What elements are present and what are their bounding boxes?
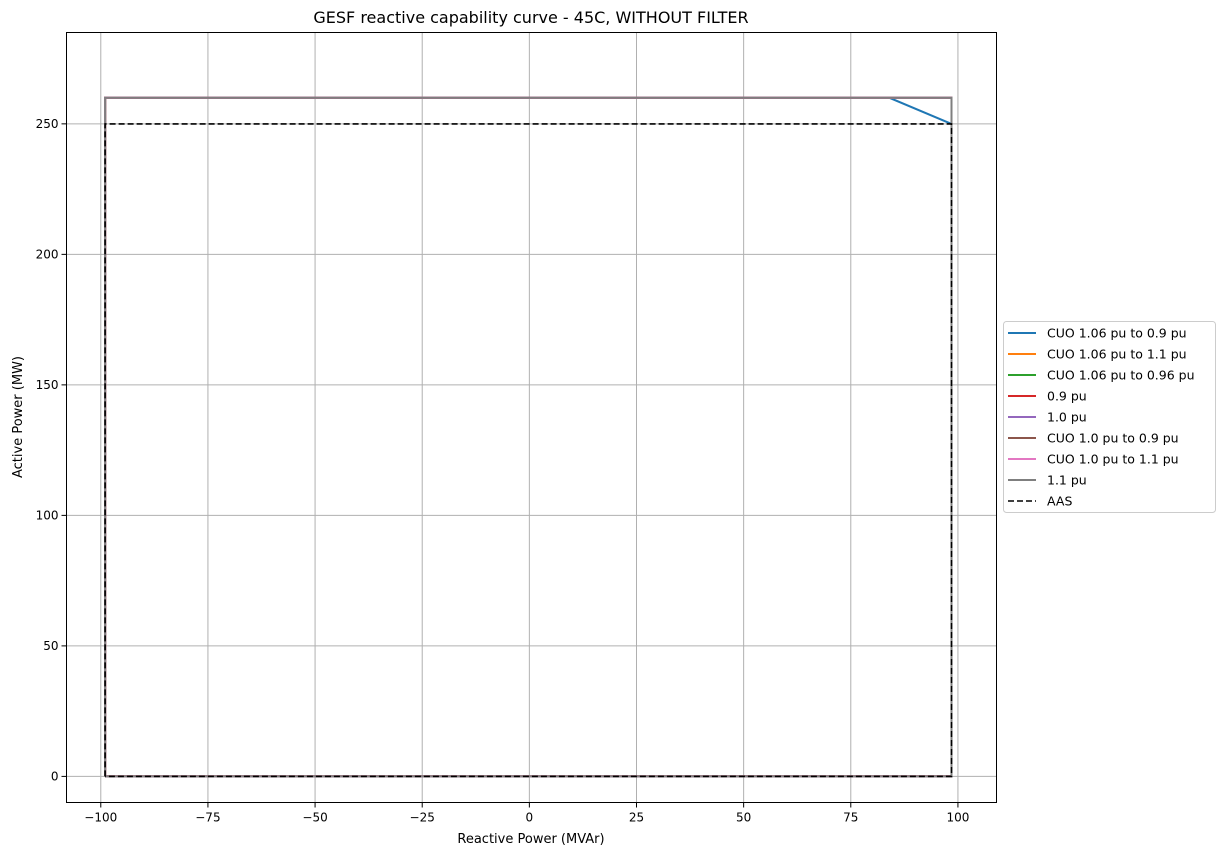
- x-tick-label: 0: [526, 811, 534, 825]
- y-tick-label: 150: [36, 378, 59, 392]
- y-tick-label: 250: [36, 117, 59, 131]
- legend-box: [1003, 321, 1216, 513]
- legend: CUO 1.06 pu to 0.9 pu CUO 1.06 pu to 1.1 …: [1003, 321, 1216, 513]
- x-tick-label: −50: [302, 811, 327, 825]
- x-tick-label: 50: [736, 811, 751, 825]
- chart-title: GESF reactive capability curve - 45C, WI…: [313, 8, 748, 27]
- legend-label: 1.0 pu: [1047, 410, 1087, 425]
- legend-label: CUO 1.06 pu to 1.1 pu: [1047, 347, 1187, 362]
- y-tick-label: 100: [36, 508, 59, 522]
- x-axis-label: Reactive Power (MVAr): [457, 832, 604, 847]
- y-axis-ticks: 0 50 100 150 200 250: [36, 117, 67, 783]
- legend-label: 1.1 pu: [1047, 473, 1087, 488]
- y-tick-label: 50: [43, 639, 58, 653]
- legend-label: CUO 1.06 pu to 0.9 pu: [1047, 326, 1187, 341]
- y-tick-label: 0: [51, 769, 59, 783]
- legend-entries: CUO 1.06 pu to 0.9 pu CUO 1.06 pu to 1.1 …: [1008, 326, 1195, 509]
- x-tick-label: 25: [629, 811, 644, 825]
- legend-label: AAS: [1047, 494, 1072, 509]
- x-tick-label: 100: [946, 811, 969, 825]
- plot-lines: [104, 96, 953, 778]
- y-tick-label: 200: [36, 247, 59, 261]
- x-axis-ticks: −100 −75 −50 −25 0 25 50 75 100: [84, 802, 969, 825]
- x-tick-label: 75: [843, 811, 858, 825]
- series-line: [104, 123, 953, 778]
- legend-label: CUO 1.06 pu to 0.96 pu: [1047, 368, 1195, 383]
- legend-label: CUO 1.0 pu to 0.9 pu: [1047, 431, 1179, 446]
- x-tick-label: −100: [84, 811, 117, 825]
- axes-frame: [66, 32, 997, 803]
- y-axis-label: Active Power (MW): [11, 356, 26, 478]
- x-tick-label: −75: [195, 811, 220, 825]
- x-tick-label: −25: [410, 811, 435, 825]
- legend-label: 0.9 pu: [1047, 389, 1087, 404]
- legend-label: CUO 1.0 pu to 1.1 pu: [1047, 452, 1179, 467]
